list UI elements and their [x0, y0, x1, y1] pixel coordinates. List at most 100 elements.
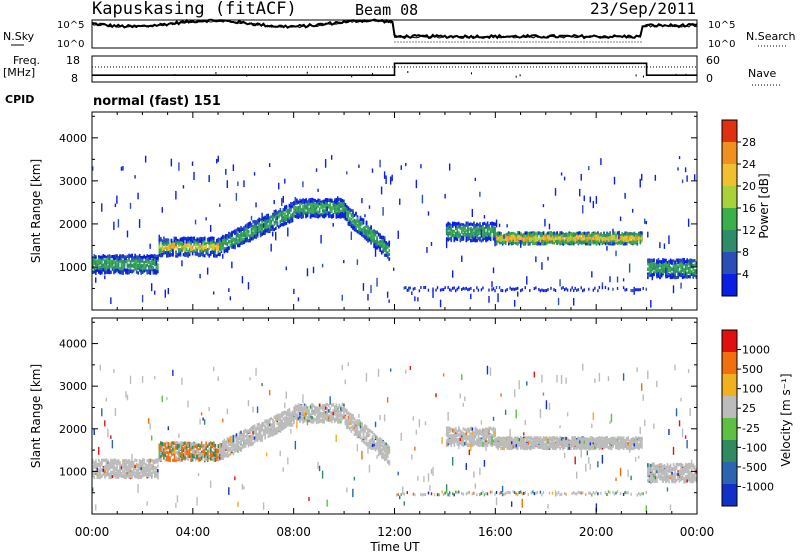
- scatter-cell: [125, 472, 127, 476]
- scatter-cell: [542, 289, 545, 293]
- scatter-cell: [603, 233, 605, 237]
- scatter-cell: [489, 230, 492, 234]
- colorbar-segment: [722, 252, 737, 274]
- scatter-cell: [672, 267, 675, 271]
- scatter-cell: [123, 465, 126, 469]
- scatter-cell: [237, 238, 239, 242]
- scatter-cell: [147, 461, 150, 465]
- scatter-cell: [203, 240, 206, 244]
- scatter-cell: [321, 209, 324, 214]
- scatter-cell: [526, 239, 528, 243]
- scatter-cell: [353, 218, 356, 223]
- scatter-cell: [253, 225, 256, 229]
- scatter-cell: [268, 225, 271, 230]
- scatter-cell: [448, 288, 451, 292]
- scatter-cell: [194, 241, 197, 245]
- scatter-cell: [467, 221, 469, 225]
- scatter-cell: [346, 218, 348, 222]
- scatter-cell: [536, 233, 539, 237]
- scatter-cell: [662, 270, 664, 274]
- scatter-cell: [311, 204, 313, 208]
- scatter-cell: [501, 235, 504, 239]
- scatter-cell: [147, 270, 150, 275]
- scatter-cell: [598, 242, 601, 246]
- scatter-cell: [361, 228, 363, 232]
- scatter-cell: [382, 207, 384, 216]
- scatter-cell: [604, 242, 607, 246]
- scatter-cell: [146, 464, 149, 468]
- scatter-cell: [113, 221, 115, 231]
- scatter-cell: [110, 255, 112, 259]
- scatter-cell: [225, 235, 227, 239]
- scatter-cell: [114, 472, 117, 476]
- scatter-cell: [223, 249, 226, 253]
- scatter-cell: [284, 217, 286, 221]
- scatter-cell: [621, 232, 623, 236]
- scatter-cell: [638, 288, 640, 292]
- scatter-cell: [374, 242, 377, 247]
- scatter-cell: [250, 215, 253, 221]
- scatter-cell: [267, 220, 270, 224]
- scatter-cell: [388, 252, 391, 257]
- scatter-cell: [470, 239, 472, 243]
- scatter-cell: [373, 243, 375, 247]
- scatter-cell: [678, 270, 681, 274]
- scatter-cell: [335, 213, 338, 217]
- scatter-cell: [219, 242, 221, 247]
- scatter-cell: [110, 265, 112, 269]
- scatter-cell: [370, 239, 372, 243]
- scatter-cell: [518, 238, 521, 242]
- scatter-cell: [586, 242, 589, 246]
- scatter-cell: [361, 229, 363, 234]
- scatter-cell: [553, 239, 555, 243]
- scatter-cell: [104, 254, 106, 259]
- scatter-cell: [327, 203, 330, 208]
- scatter-cell: [134, 258, 136, 262]
- scatter-cell: [166, 254, 168, 258]
- scatter-cell: [494, 222, 496, 226]
- scatter-cell: [275, 231, 277, 241]
- scatter-cell: [129, 375, 132, 385]
- scatter-cell: [193, 249, 195, 253]
- scatter-cell: [138, 257, 141, 262]
- scatter-cell: [556, 239, 558, 244]
- scatter-cell: [539, 289, 542, 293]
- scatter-cell: [542, 204, 545, 208]
- scatter-cell: [464, 226, 466, 230]
- scatter-cell: [515, 241, 518, 246]
- scatter-cell: [329, 212, 331, 218]
- scatter-cell: [648, 271, 651, 276]
- scatter-cell: [114, 262, 117, 266]
- scatter-cell: [613, 240, 616, 244]
- scatter-cell: [500, 288, 502, 292]
- scatter-cell: [636, 288, 638, 292]
- scatter-cell: [205, 245, 208, 250]
- scatter-cell: [258, 226, 260, 230]
- scatter-cell: [288, 219, 291, 223]
- scatter-cell: [547, 231, 549, 235]
- scatter-cell: [95, 255, 97, 259]
- scatter-cell: [482, 235, 484, 239]
- scatter-cell: [675, 265, 678, 269]
- scatter-cell: [650, 259, 652, 263]
- scatter-cell: [234, 246, 236, 250]
- scatter-cell: [107, 463, 109, 467]
- scatter-cell: [669, 268, 672, 272]
- scatter-cell: [320, 202, 322, 206]
- scatter-cell: [628, 237, 631, 242]
- scatter-cell: [574, 233, 577, 237]
- scatter-cell: [600, 239, 602, 243]
- scatter-cell: [448, 163, 451, 171]
- scatter-cell: [160, 246, 162, 250]
- scatter-cell: [601, 241, 604, 246]
- scatter-cell: [622, 238, 625, 242]
- station-title: Kapuskasing (fitACF): [92, 0, 297, 19]
- scatter-cell: [141, 259, 144, 263]
- scatter-cell: [244, 238, 247, 242]
- scatter-cell: [671, 272, 673, 276]
- scatter-cell: [191, 237, 194, 241]
- scatter-cell: [104, 269, 106, 273]
- scatter-cell: [671, 267, 673, 271]
- scatter-cell: [636, 242, 639, 246]
- scatter-cell: [141, 267, 144, 271]
